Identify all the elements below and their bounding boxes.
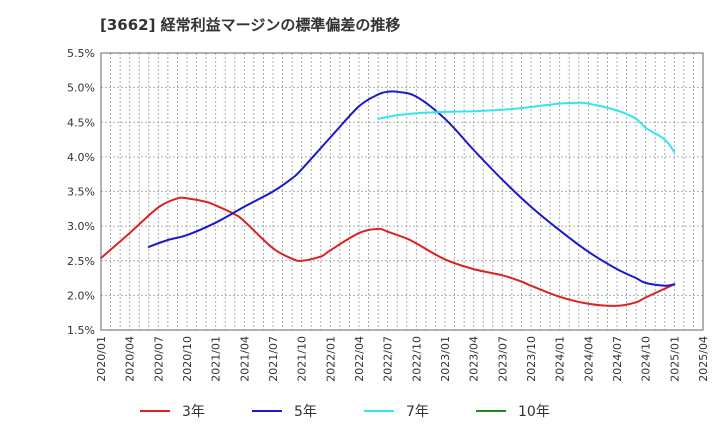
x-tick-label: 2020/01 xyxy=(95,336,108,382)
legend: 3年 5年 7年 10年 xyxy=(140,404,550,420)
y-tick-label: 3.5% xyxy=(67,186,95,199)
series-line-2 xyxy=(377,101,676,153)
x-tick-label: 2020/04 xyxy=(124,336,137,382)
y-tick-label: 3.0% xyxy=(67,220,95,233)
x-tick-label: 2022/01 xyxy=(324,336,337,382)
y-tick-label: 5.5% xyxy=(67,47,95,60)
x-tick-label: 2023/04 xyxy=(468,336,481,382)
y-tick-label: 4.5% xyxy=(67,116,95,129)
chart-title: [3662] 経常利益マージンの標準偏差の推移 xyxy=(100,16,401,34)
x-tick-label: 2022/07 xyxy=(382,336,395,382)
x-tick-label: 2024/10 xyxy=(640,336,653,382)
y-tick-label: 2.0% xyxy=(67,289,95,302)
x-tick-label: 2025/01 xyxy=(668,336,681,382)
x-tick-label: 2021/01 xyxy=(210,336,223,382)
x-tick-label: 2024/01 xyxy=(554,336,567,382)
x-tick-label: 2021/07 xyxy=(267,336,280,382)
y-tick-label: 5.0% xyxy=(67,82,95,95)
x-tick-label: 2022/04 xyxy=(353,336,366,382)
y-tick-label: 2.5% xyxy=(67,255,95,268)
x-tick-label: 2023/10 xyxy=(525,336,538,382)
x-tick-label: 2025/04 xyxy=(697,336,710,382)
x-tick-label: 2021/10 xyxy=(296,336,309,382)
grid-layer xyxy=(101,53,703,330)
legend-label: 3年 xyxy=(182,404,205,420)
legend-label: 10年 xyxy=(518,404,550,420)
plot-frame xyxy=(100,52,704,331)
x-tick-label: 2020/10 xyxy=(181,336,194,382)
legend-label: 5年 xyxy=(294,404,317,420)
series-line-1 xyxy=(147,90,676,287)
x-tick-label: 2024/04 xyxy=(582,336,595,382)
y-tick-label: 4.0% xyxy=(67,151,95,164)
y-tick-label: 1.5% xyxy=(67,324,95,337)
x-tick-label: 2024/07 xyxy=(611,336,624,382)
axis-layer: 1.5% 2.0% 2.5% 3.0% 3.5% 4.0% 4.5% 5.0% 5.5% 2020… xyxy=(67,47,710,382)
x-tick-label: 2023/01 xyxy=(439,336,452,382)
series-layer xyxy=(100,90,676,307)
x-tick-label: 2020/07 xyxy=(152,336,165,382)
legend-label: 7年 xyxy=(406,404,429,420)
x-tick-label: 2023/07 xyxy=(496,336,509,382)
x-tick-label: 2022/10 xyxy=(410,336,423,382)
series-line-0 xyxy=(100,196,676,307)
x-tick-label: 2021/04 xyxy=(238,336,251,382)
